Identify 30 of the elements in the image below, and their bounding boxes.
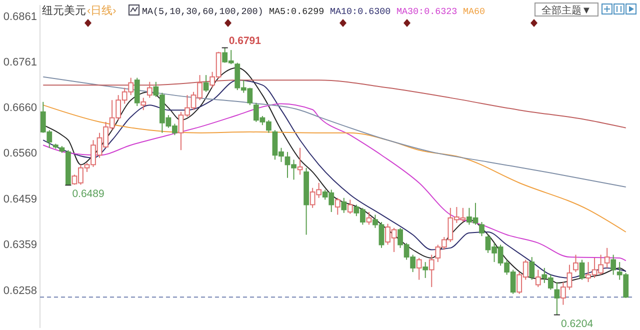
annotation: 0.6204 (560, 318, 594, 330)
text: MA10:0.6300 (330, 6, 391, 17)
candlestick (297, 147, 303, 176)
line-series (42, 103, 626, 262)
annotation: 0.6489 (72, 188, 104, 200)
candlestick (554, 282, 560, 316)
annotation: 0.6791 (228, 34, 262, 47)
text: MA30:0.6323 (396, 6, 458, 17)
y-tick-label: 0.6258 (3, 285, 37, 298)
line-series (42, 104, 626, 233)
text: MA60 (463, 6, 486, 17)
text: MA5:0.6299 (269, 6, 324, 17)
annotation: MA(5,10,30,60,100,200) (142, 6, 264, 17)
y-tick-label: 0.6761 (3, 56, 37, 68)
candlestick (422, 262, 428, 278)
line-series (42, 76, 626, 188)
y-tick-label: 0.6560 (3, 148, 37, 160)
candlestick (604, 247, 610, 268)
candlestick (529, 256, 535, 280)
candlestick (428, 254, 434, 288)
y-tick-label: 0.6861 (3, 10, 37, 23)
candlestick (146, 81, 152, 98)
line-series (42, 80, 626, 128)
chart-subtitle: ‹日线› (87, 4, 117, 17)
candlestick (610, 254, 616, 276)
y-tick-label: 0.6459 (3, 194, 37, 206)
y-tick-label: 0.6660 (3, 102, 37, 114)
annotation: 全部主题▼ (542, 4, 592, 16)
chart-title: 纽元美元 (42, 4, 86, 17)
y-tick-label: 0.6359 (3, 239, 37, 252)
